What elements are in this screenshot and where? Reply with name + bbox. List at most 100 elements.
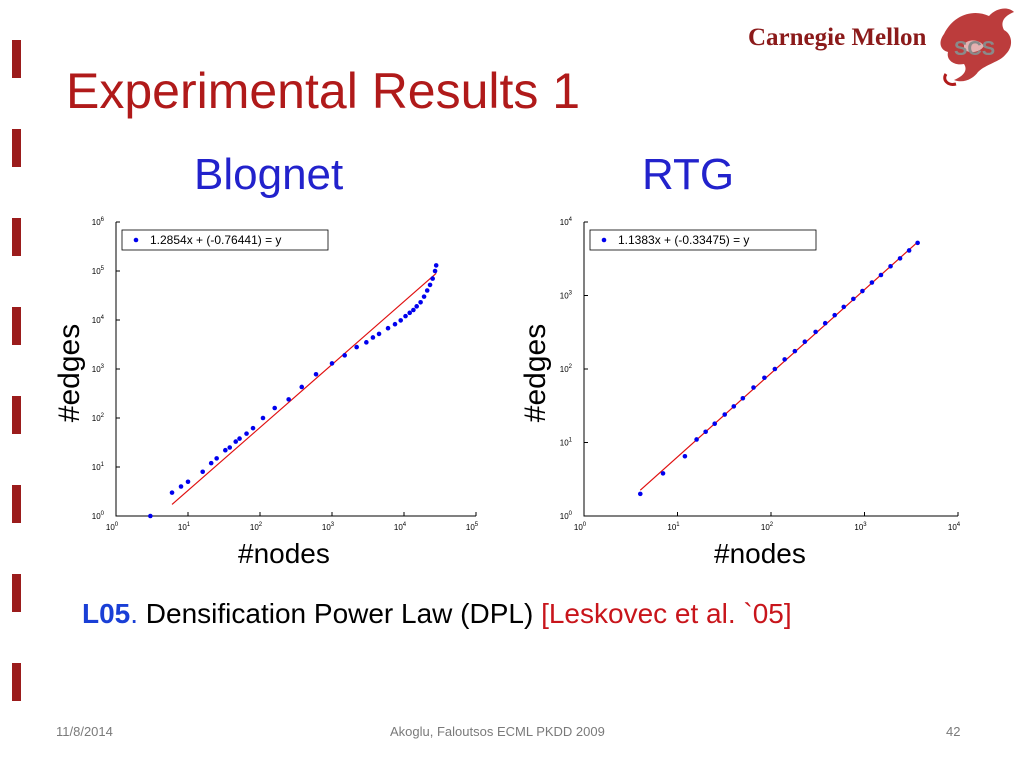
data-point <box>260 415 266 421</box>
legend-label: 1.1383x + (-0.33475) = y <box>618 233 749 247</box>
data-point <box>342 353 347 358</box>
data-point <box>169 490 175 495</box>
y-tick-label: 102 <box>92 413 105 423</box>
data-point <box>370 335 376 340</box>
accent-bar <box>12 218 21 256</box>
data-point <box>364 340 369 345</box>
data-point <box>712 421 718 427</box>
data-point <box>418 299 423 305</box>
legend-box <box>121 229 329 251</box>
data-point <box>832 312 837 318</box>
data-point <box>731 404 737 409</box>
data-point <box>427 282 433 288</box>
data-point <box>200 469 205 475</box>
plot-area <box>583 221 959 517</box>
x-tick-label: 103 <box>854 522 867 532</box>
x-tick-label: 104 <box>948 522 961 532</box>
x-tick-label: 102 <box>250 522 263 532</box>
data-point <box>906 248 912 253</box>
x-tick-label: 101 <box>178 522 191 532</box>
data-point <box>915 240 920 246</box>
data-point <box>227 445 233 450</box>
x-tick-label: 101 <box>667 522 680 532</box>
data-point <box>802 339 808 345</box>
data-point <box>878 272 884 278</box>
accent-bar <box>12 663 21 701</box>
data-point <box>430 276 435 281</box>
legend-box <box>589 229 817 251</box>
data-point <box>250 425 256 431</box>
data-point <box>433 263 439 268</box>
data-point <box>762 375 767 381</box>
data-point <box>888 263 893 269</box>
y-tick-label: 105 <box>92 266 105 276</box>
y-tick-label: 101 <box>560 438 573 448</box>
data-point <box>703 429 708 435</box>
blognet-ylabel: #edges <box>53 323 86 423</box>
y-tick-label: 103 <box>560 291 573 301</box>
data-point <box>329 361 335 366</box>
rtg-ylabel: #edges <box>519 323 552 423</box>
data-point <box>421 294 427 299</box>
data-point <box>813 329 818 335</box>
footer-page: 42 <box>946 724 961 739</box>
cmu-logo: Carnegie Mellon SCS <box>748 4 1018 88</box>
data-point <box>392 321 398 327</box>
data-point <box>299 384 305 390</box>
x-tick-label: 103 <box>322 522 335 532</box>
y-tick-label: 100 <box>560 511 573 521</box>
data-point <box>772 366 778 372</box>
data-point <box>354 344 359 350</box>
accent-bar <box>12 40 21 78</box>
data-point <box>851 296 856 302</box>
legend-label: 1.2854x + (-0.76441) = y <box>150 233 281 247</box>
dragon-icon <box>940 8 1014 86</box>
legend-marker <box>133 237 139 243</box>
data-point <box>432 268 438 274</box>
data-point <box>411 307 416 313</box>
y-tick-label: 102 <box>560 364 573 374</box>
x-tick-label: 100 <box>106 522 119 532</box>
plot-area <box>115 221 477 517</box>
data-point <box>244 431 249 436</box>
chart-title-rtg: RTG <box>642 150 735 199</box>
accent-bar <box>12 485 21 523</box>
data-point <box>897 256 903 261</box>
data-point <box>148 513 153 519</box>
data-point <box>660 471 666 476</box>
rtg-xlabel: #nodes <box>714 538 806 569</box>
x-tick-label: 102 <box>761 522 774 532</box>
data-point <box>376 331 382 337</box>
x-tick-label: 105 <box>466 522 479 532</box>
data-point <box>637 491 643 497</box>
caption-reference: [Leskovec et al. `05] <box>541 598 792 629</box>
x-tick-label: 100 <box>574 522 587 532</box>
accent-bar <box>12 307 21 345</box>
y-tick-label: 104 <box>92 315 105 325</box>
data-point <box>313 371 319 377</box>
data-point <box>751 385 756 390</box>
data-point <box>822 320 828 326</box>
legend: 1.2854x + (-0.76441) = y <box>121 229 329 251</box>
axis-lines <box>115 222 476 517</box>
data-point <box>385 325 391 331</box>
blognet-xlabel: #nodes <box>238 538 330 569</box>
data-point <box>424 288 430 293</box>
scs-badge: SCS <box>954 38 996 60</box>
data-point <box>782 357 787 362</box>
caption-dot: . <box>130 598 139 629</box>
data-point <box>414 304 419 309</box>
data-point <box>223 447 228 453</box>
footer-date: 11/8/2014 <box>56 724 113 739</box>
logo-text: Carnegie Mellon <box>748 24 927 51</box>
data-point <box>407 310 413 316</box>
y-tick-label: 101 <box>92 462 105 472</box>
fit-line <box>171 272 437 505</box>
data-point <box>694 437 699 442</box>
data-point <box>286 397 291 402</box>
data-point <box>178 484 184 489</box>
data-point <box>237 436 242 441</box>
data-point <box>214 456 219 461</box>
footer-center: Akoglu, Faloutsos ECML PKDD 2009 <box>390 724 605 739</box>
axis-lines <box>583 222 958 517</box>
